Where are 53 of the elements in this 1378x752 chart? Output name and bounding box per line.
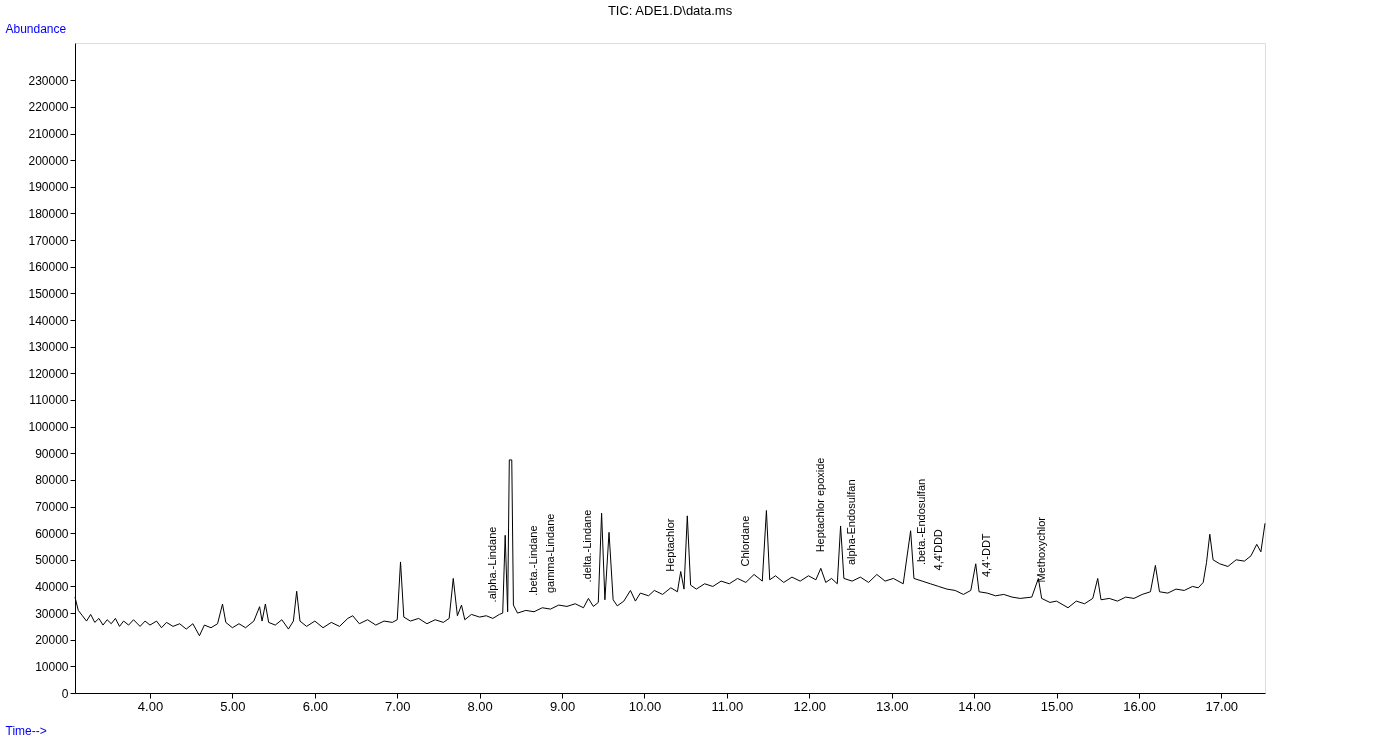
y-tick-label: 150000	[28, 286, 69, 301]
annotation: .beta.-Lindane	[527, 525, 540, 596]
y-tick-label: 210000	[28, 127, 69, 142]
y-tick-label: 90000	[35, 446, 69, 461]
y-tick-label: 130000	[28, 340, 69, 355]
y-tick-label: 160000	[28, 260, 69, 275]
y-tick-label: 190000	[28, 180, 69, 195]
y-axis-title: Abundance	[5, 21, 67, 36]
y-tick-label: 120000	[28, 366, 69, 381]
y-tick-label: 80000	[35, 473, 69, 488]
annotation: .alpha.-Lindane	[485, 526, 498, 603]
y-tick-label: 200000	[28, 153, 69, 168]
y-tick-label: 0	[61, 686, 69, 701]
y-tick-label: 110000	[29, 393, 69, 408]
x-tick-label: 15.00	[1040, 698, 1074, 714]
y-tick-label: 10000	[35, 659, 69, 674]
x-tick-label: 7.00	[385, 698, 411, 714]
x-tick-label: 10.00	[628, 698, 662, 714]
y-tick-label: 50000	[35, 553, 69, 568]
annotation: .beta.-Endosulfan	[915, 478, 928, 566]
y-tick-label: 100000	[28, 420, 69, 435]
y-tick-label: 140000	[28, 313, 69, 328]
annotation: 4,4'-DDT	[980, 533, 993, 578]
x-axis-title: Time-->	[5, 723, 47, 738]
x-tick-label: 11.00	[711, 698, 744, 714]
y-tick-label: 170000	[28, 233, 69, 248]
annotation: Methoxychlor	[1034, 516, 1047, 583]
x-tick-label: 16.00	[1123, 698, 1156, 714]
y-tick-label: 220000	[28, 100, 69, 115]
y-tick-label: 40000	[35, 579, 69, 594]
y-tick-label: 230000	[28, 73, 69, 88]
annotation: .delta.-Lindane	[581, 509, 594, 583]
chart-title: TIC: ADE1.D\data.ms	[607, 3, 733, 18]
x-tick-label: 13.00	[875, 698, 909, 714]
annotation: Chlordane	[738, 515, 751, 567]
annotation: gamma-Lindane	[543, 513, 556, 594]
x-tick-label: 4.00	[137, 698, 164, 714]
x-tick-label: 9.00	[549, 698, 576, 714]
y-tick-label: 180000	[28, 206, 69, 221]
annotation: alpha-Endosulfan	[845, 479, 858, 566]
annotation: Heptachlor	[663, 518, 676, 572]
y-tick-label: 60000	[35, 526, 69, 541]
annotation: Heptachlor epoxide	[813, 457, 826, 553]
x-tick-label: 12.00	[793, 698, 827, 714]
x-tick-label: 6.00	[302, 698, 328, 714]
y-tick-label: 20000	[35, 633, 69, 648]
x-tick-label: 5.00	[220, 698, 246, 714]
y-tick-label: 70000	[35, 500, 69, 515]
x-tick-label: 17.00	[1205, 698, 1239, 714]
x-tick-label: 14.00	[958, 698, 991, 714]
x-tick-label: 8.00	[467, 698, 493, 714]
y-tick-label: 30000	[35, 606, 69, 621]
annotation: 4,4'DDD	[931, 529, 944, 571]
